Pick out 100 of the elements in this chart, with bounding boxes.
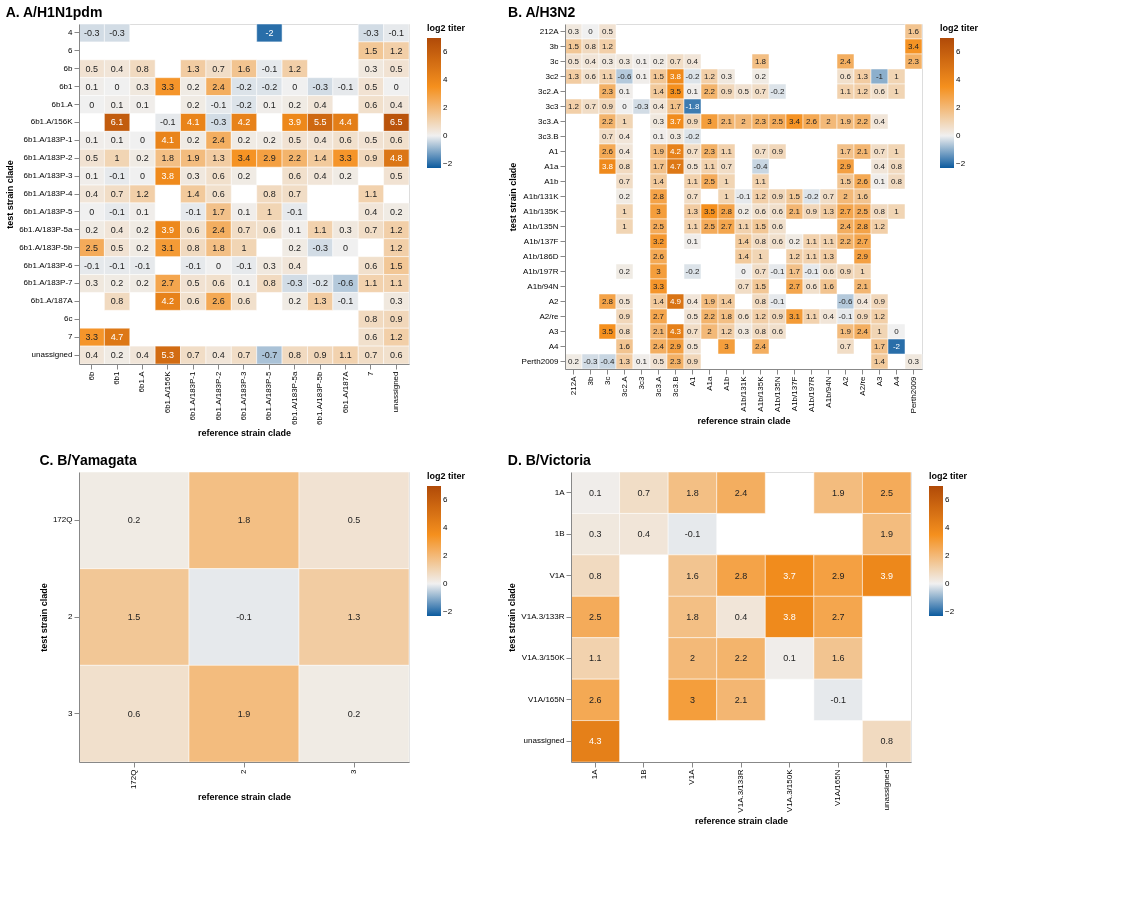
- data-label: 0.7: [237, 350, 251, 361]
- data-label: 2.9: [839, 161, 852, 171]
- data-label: 5.3: [161, 350, 175, 361]
- y-tick-label: A1b/137F: [523, 236, 559, 246]
- data-label: 3.5: [703, 206, 716, 216]
- data-label: 2.6: [805, 116, 818, 126]
- data-label: 0.4: [856, 296, 869, 306]
- chart-title: C. B/Yamagata: [39, 451, 137, 468]
- data-label: 0.6: [186, 224, 200, 235]
- data-label: 2.7: [161, 278, 175, 289]
- data-label: 0.8: [110, 296, 124, 307]
- data-label: 0.7: [822, 191, 835, 201]
- data-label: 0.8: [136, 63, 149, 74]
- x-tick-label: V1A/165N: [833, 769, 843, 806]
- data-label: 1.2: [720, 326, 733, 336]
- x-tick-label: 6b1.A/156K: [162, 370, 172, 414]
- data-label: -0.1: [261, 63, 278, 74]
- data-label: 0.7: [754, 146, 767, 156]
- data-label: 1.4: [652, 296, 665, 306]
- data-label: -0.3: [363, 27, 379, 38]
- data-label: 0.3: [907, 356, 920, 366]
- data-label: 0.7: [686, 191, 699, 201]
- data-label: 1.2: [703, 71, 716, 81]
- x-tick-label: 6b1.A/183P-3: [239, 370, 248, 421]
- data-label: 1.1: [686, 176, 699, 186]
- data-label: 2: [826, 116, 832, 126]
- data-label: 0.2: [186, 99, 200, 110]
- data-label: 0.7: [186, 350, 200, 361]
- data-label: 0.6: [364, 332, 378, 343]
- data-label: 0.2: [754, 71, 767, 81]
- data-label: 0.2: [567, 356, 580, 366]
- data-label: 0.7: [212, 63, 225, 74]
- data-label: 0.7: [839, 341, 852, 351]
- data-label: 1.8: [212, 242, 225, 253]
- data-label: 1.3: [313, 296, 327, 307]
- data-label: -0.7: [261, 350, 278, 361]
- y-tick-label: unassigned: [31, 350, 73, 360]
- data-label: 0.6: [127, 708, 141, 719]
- data-label: 1.8: [720, 311, 733, 321]
- data-label: 0.9: [686, 116, 699, 126]
- color-bar-label: 6: [443, 46, 448, 56]
- data-label: -0.1: [236, 612, 252, 622]
- data-label: 0.9: [720, 86, 733, 96]
- data-label: 0.5: [686, 341, 699, 351]
- data-label: 0.4: [686, 296, 699, 306]
- data-label: 0.4: [85, 189, 98, 199]
- x-tick-label: V1A.3/150K: [784, 768, 794, 813]
- data-label: -0.6: [838, 296, 853, 306]
- data-label: 0.4: [734, 612, 748, 622]
- data-label: 0.8: [618, 161, 631, 171]
- data-label: -0.2: [312, 278, 328, 289]
- data-label: 1.7: [212, 206, 225, 217]
- data-label: 0.5: [652, 356, 665, 366]
- data-label: 1.7: [669, 101, 682, 111]
- data-label: 0.1: [635, 56, 648, 66]
- data-label: 0.9: [771, 146, 784, 156]
- data-label: -0.1: [185, 206, 201, 217]
- data-label: 0.2: [347, 708, 361, 719]
- data-label: 0.4: [110, 224, 124, 235]
- x-tick-label: A1b/131K: [738, 375, 748, 412]
- data-label: 2.2: [839, 236, 852, 246]
- data-label: 0.4: [313, 135, 327, 146]
- data-label: 1: [894, 71, 900, 81]
- data-label: 0.6: [737, 311, 750, 321]
- data-label: -0.1: [109, 171, 125, 182]
- data-label: 1.1: [589, 653, 602, 664]
- data-label: 0.3: [567, 26, 580, 36]
- x-tick-label: A1b/135N: [772, 376, 782, 413]
- data-label: 0.9: [771, 311, 784, 321]
- data-label: 1.2: [754, 191, 767, 201]
- data-label: 0.6: [771, 236, 784, 246]
- data-label: 0.3: [339, 224, 352, 235]
- data-label: 0.3: [589, 529, 602, 540]
- y-tick-label: 4: [68, 27, 74, 37]
- data-label: 1.5: [839, 176, 852, 186]
- data-label: 3.3: [161, 81, 175, 92]
- y-tick-label: 6b1.A/183P-7: [23, 278, 74, 288]
- data-label: -0.1: [210, 99, 227, 110]
- data-label: 0.1: [635, 71, 648, 81]
- x-tick-label: A1b/197R: [806, 376, 816, 413]
- data-label: 1.7: [652, 161, 665, 171]
- data-label: 0.2: [288, 99, 302, 110]
- x-tick-label: 6b1.A/183P-5a: [289, 370, 299, 425]
- y-axis-title: test strain clade: [507, 162, 518, 232]
- data-label: 1.2: [390, 332, 403, 343]
- x-tick-label: 2: [239, 768, 248, 774]
- data-label: -0.1: [236, 260, 252, 271]
- y-tick-label: 1A: [554, 487, 566, 497]
- data-label: -0.3: [634, 101, 649, 111]
- data-label: 1.1: [364, 189, 378, 199]
- data-label: 2.8: [720, 206, 733, 216]
- data-label: 0.4: [822, 311, 835, 321]
- data-label: -0.1: [830, 694, 846, 705]
- data-label: 0.6: [754, 206, 767, 216]
- data-label: -0.1: [109, 260, 125, 271]
- data-label: 0.6: [364, 260, 378, 271]
- data-label: 2.5: [703, 221, 716, 231]
- data-label: 2.4: [734, 487, 748, 498]
- data-label: 0.1: [110, 135, 124, 146]
- data-label: 0.2: [136, 278, 149, 289]
